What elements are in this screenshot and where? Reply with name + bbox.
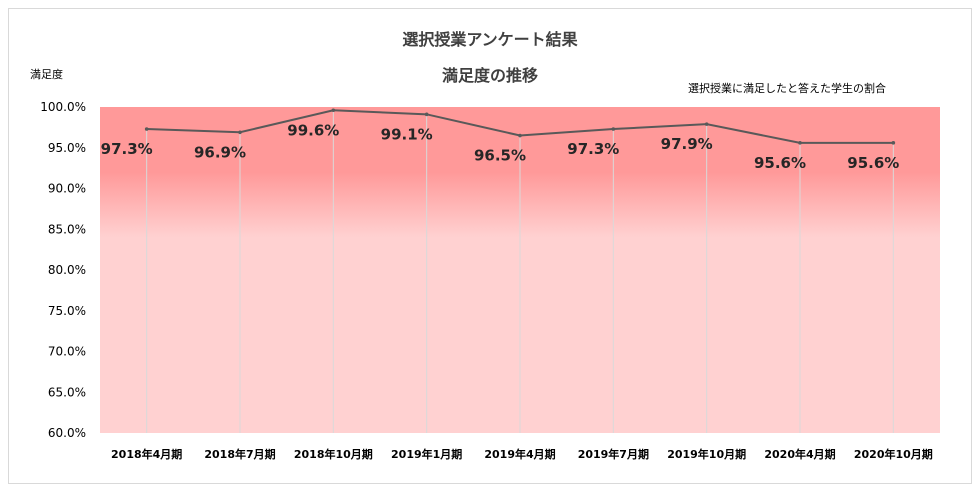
data-label: 97.9%	[661, 135, 713, 153]
data-point	[798, 141, 802, 145]
y-tick-label: 85.0%	[48, 222, 86, 236]
data-label: 96.5%	[474, 147, 526, 165]
x-tick-label: 2018年10月期	[294, 447, 373, 461]
data-point	[891, 141, 896, 145]
y-tick-label: 70.0%	[48, 345, 86, 359]
x-tick-label: 2020年10月期	[854, 447, 933, 461]
x-tick-label: 2019年1月期	[391, 447, 462, 461]
data-point	[424, 112, 429, 117]
y-tick-label: 75.0%	[48, 304, 86, 318]
chart-subtitle: 満足度の推移	[441, 66, 538, 85]
y-axis-label: 満足度	[30, 68, 63, 81]
data-point	[518, 133, 522, 138]
x-tick-label: 2019年4月期	[484, 447, 555, 461]
y-tick-label: 100.0%	[40, 100, 86, 114]
y-tick-label: 90.0%	[48, 182, 86, 196]
x-tick-label: 2019年10月期	[667, 447, 746, 461]
data-point	[144, 127, 149, 131]
x-tick-label: 2018年7月期	[204, 447, 275, 461]
data-point	[331, 108, 336, 113]
data-label: 95.6%	[847, 154, 899, 172]
x-tick-label: 2019年7月期	[578, 447, 649, 461]
data-label: 97.3%	[567, 140, 619, 158]
data-point	[704, 122, 709, 126]
y-tick-label: 60.0%	[48, 426, 86, 440]
y-tick-label: 65.0%	[48, 385, 86, 399]
data-label: 95.6%	[754, 154, 806, 172]
data-point	[611, 127, 616, 131]
chart-annotation: 選択授業に満足したと答えた学生の割合	[688, 82, 886, 95]
data-label: 99.1%	[381, 125, 433, 143]
y-tick-label: 80.0%	[48, 263, 86, 277]
data-label: 97.3%	[101, 140, 153, 158]
y-tick-label: 95.0%	[48, 141, 86, 155]
x-tick-label: 2020年4月期	[764, 447, 835, 461]
x-tick-label: 2018年4月期	[111, 447, 182, 461]
chart-title: 選択授業アンケート結果	[402, 30, 578, 49]
data-label: 96.9%	[194, 143, 246, 161]
data-point	[238, 130, 242, 135]
data-label: 99.6%	[287, 121, 339, 139]
